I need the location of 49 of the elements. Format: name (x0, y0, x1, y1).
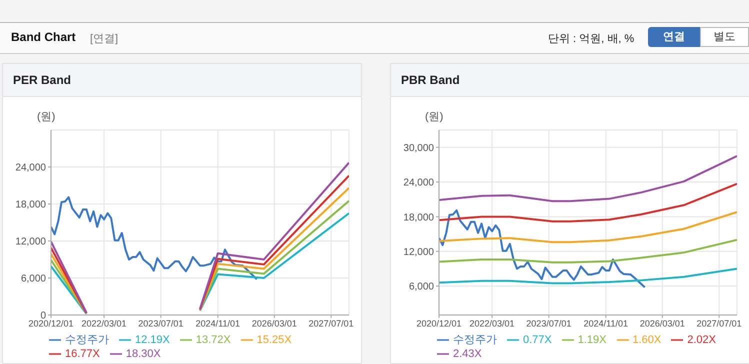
legend-label: 수정주가 (453, 334, 497, 346)
line-series (439, 209, 646, 288)
x-tick-label: 2020/12/01 (416, 318, 462, 328)
chart-title: PER Band (3, 64, 361, 97)
line-series (439, 211, 737, 244)
text: 단위 : 억원, 배, % (548, 32, 634, 46)
text: 연결 (648, 27, 700, 47)
y-axis-title: (원) (37, 110, 56, 124)
chart-title: PBR Band (391, 64, 749, 97)
y-tick-label: 18,000 (15, 200, 46, 211)
line-series (51, 196, 258, 280)
x-tick-label: 2026/03/01 (252, 318, 297, 328)
x-tick-label: 2024/11/01 (584, 318, 628, 328)
x-tick-label: 2027/07/01 (696, 318, 742, 328)
legend-label: 수정주가 (65, 334, 109, 346)
x-tick-label: 2024/11/01 (196, 318, 240, 328)
y-tick-label: 30,000 (403, 142, 434, 154)
x-tick-label: 2022/03/01 (470, 318, 515, 328)
line-series (439, 238, 737, 264)
y-axis-title: (원) (425, 110, 444, 124)
line-series (439, 155, 737, 202)
legend-label: 12.19X (135, 334, 170, 346)
x-tick-label: 2026/03/01 (640, 318, 685, 328)
x-tick-label: 2023/07/01 (138, 318, 184, 328)
y-tick-label: 24,000 (15, 162, 46, 174)
legend-label: 2.02X (687, 334, 716, 346)
line-series (439, 268, 737, 284)
y-tick-label: 12,000 (15, 236, 46, 248)
legend-label: 13.72X (196, 334, 231, 346)
text: 별도 (700, 27, 749, 47)
text: [연결] (90, 32, 118, 46)
legend-label: 16.77X (65, 348, 100, 360)
x-tick-label: 2022/03/01 (82, 318, 127, 328)
legend-label: 2.43X (453, 348, 482, 360)
y-tick-label: 6,000 (20, 274, 46, 285)
x-tick-label: 2020/12/01 (28, 318, 74, 328)
legend-label: 1.19X (578, 334, 606, 346)
legend-label: 1.60X (632, 334, 662, 346)
y-tick-label: 6,000 (408, 282, 434, 293)
y-tick-label: 24,000 (403, 178, 434, 189)
x-tick-label: 2023/07/01 (526, 318, 572, 328)
legend-label: 18.30X (126, 348, 161, 360)
x-tick-label: 2027/07/01 (308, 318, 354, 328)
y-tick-label: 18,000 (403, 212, 434, 224)
y-tick-label: 12,000 (403, 246, 434, 258)
legend-label: 0.77X (523, 334, 552, 346)
legend-label: 15.25X (256, 334, 292, 346)
line-series (439, 182, 737, 222)
text: Band Chart (11, 30, 76, 44)
